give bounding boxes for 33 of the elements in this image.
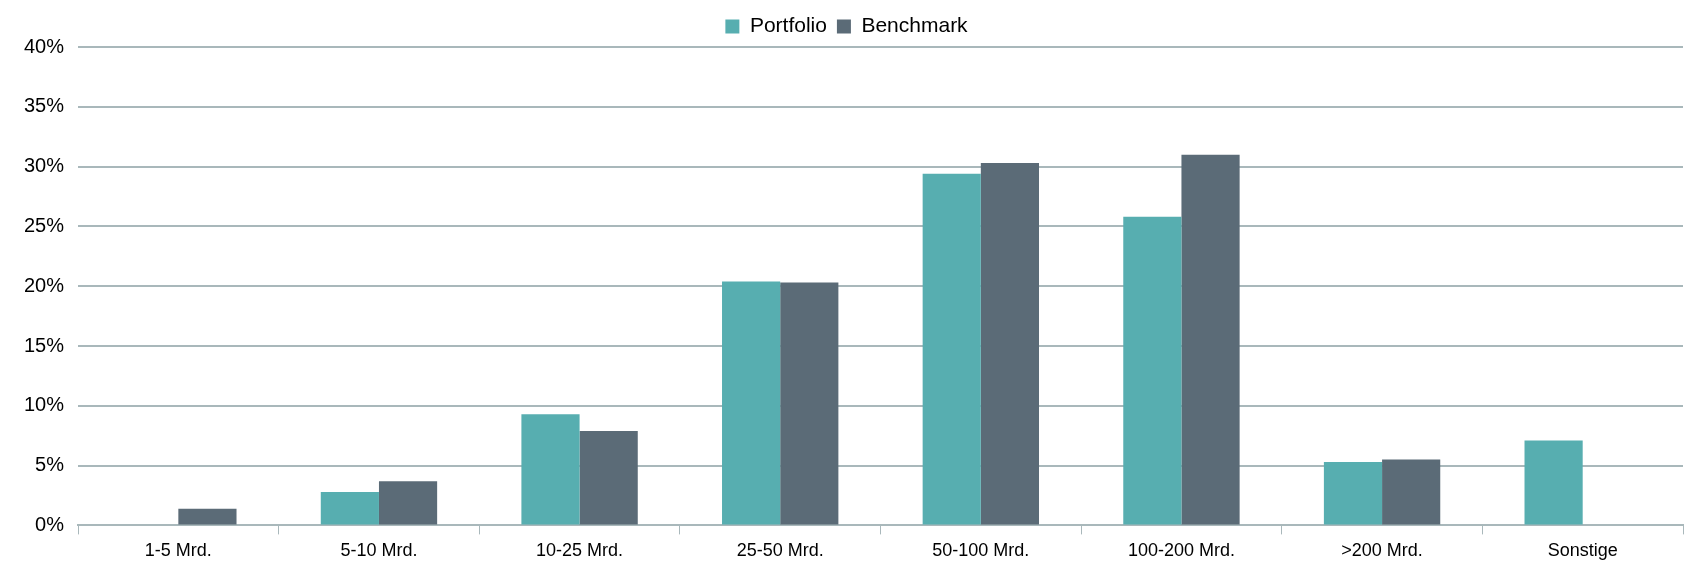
x-tick-label: >200 Mrd.	[1341, 540, 1423, 561]
y-tick-label: 5%	[35, 453, 65, 476]
bar	[1181, 154, 1240, 525]
x-tick-label: 10-25 Mrd.	[536, 540, 624, 561]
legend-label: Portfolio	[749, 13, 827, 37]
bar	[178, 508, 237, 525]
y-tick-label: 15%	[24, 333, 65, 356]
bar	[922, 173, 981, 525]
y-tick-label: 40%	[24, 34, 65, 57]
y-tick-label: 30%	[24, 154, 65, 177]
y-tick-label: 25%	[24, 213, 65, 236]
bar	[1524, 440, 1583, 525]
bar	[378, 481, 438, 525]
x-tick-label: 50-100 Mrd.	[932, 540, 1030, 561]
legend-label: Benchmark	[861, 13, 969, 37]
bar	[722, 281, 781, 525]
x-tick-label: 1-5 Mrd.	[144, 540, 212, 561]
y-tick-label: 20%	[24, 273, 65, 296]
bar	[1123, 216, 1182, 525]
bar	[980, 163, 1040, 525]
bar	[1382, 459, 1441, 525]
x-tick-label: Sonstige	[1547, 540, 1618, 561]
x-tick-label: 100-200 Mrd.	[1127, 540, 1235, 561]
bar	[1323, 462, 1383, 525]
bar	[521, 414, 580, 525]
bar	[320, 491, 379, 525]
y-tick-label: 10%	[24, 393, 65, 416]
x-tick-label: 25-50 Mrd.	[736, 540, 824, 561]
bar	[579, 430, 638, 525]
bar	[780, 282, 839, 525]
y-tick-label: 35%	[24, 94, 65, 117]
x-tick-label: 5-10 Mrd.	[340, 540, 418, 561]
y-tick-label: 0%	[35, 512, 65, 535]
